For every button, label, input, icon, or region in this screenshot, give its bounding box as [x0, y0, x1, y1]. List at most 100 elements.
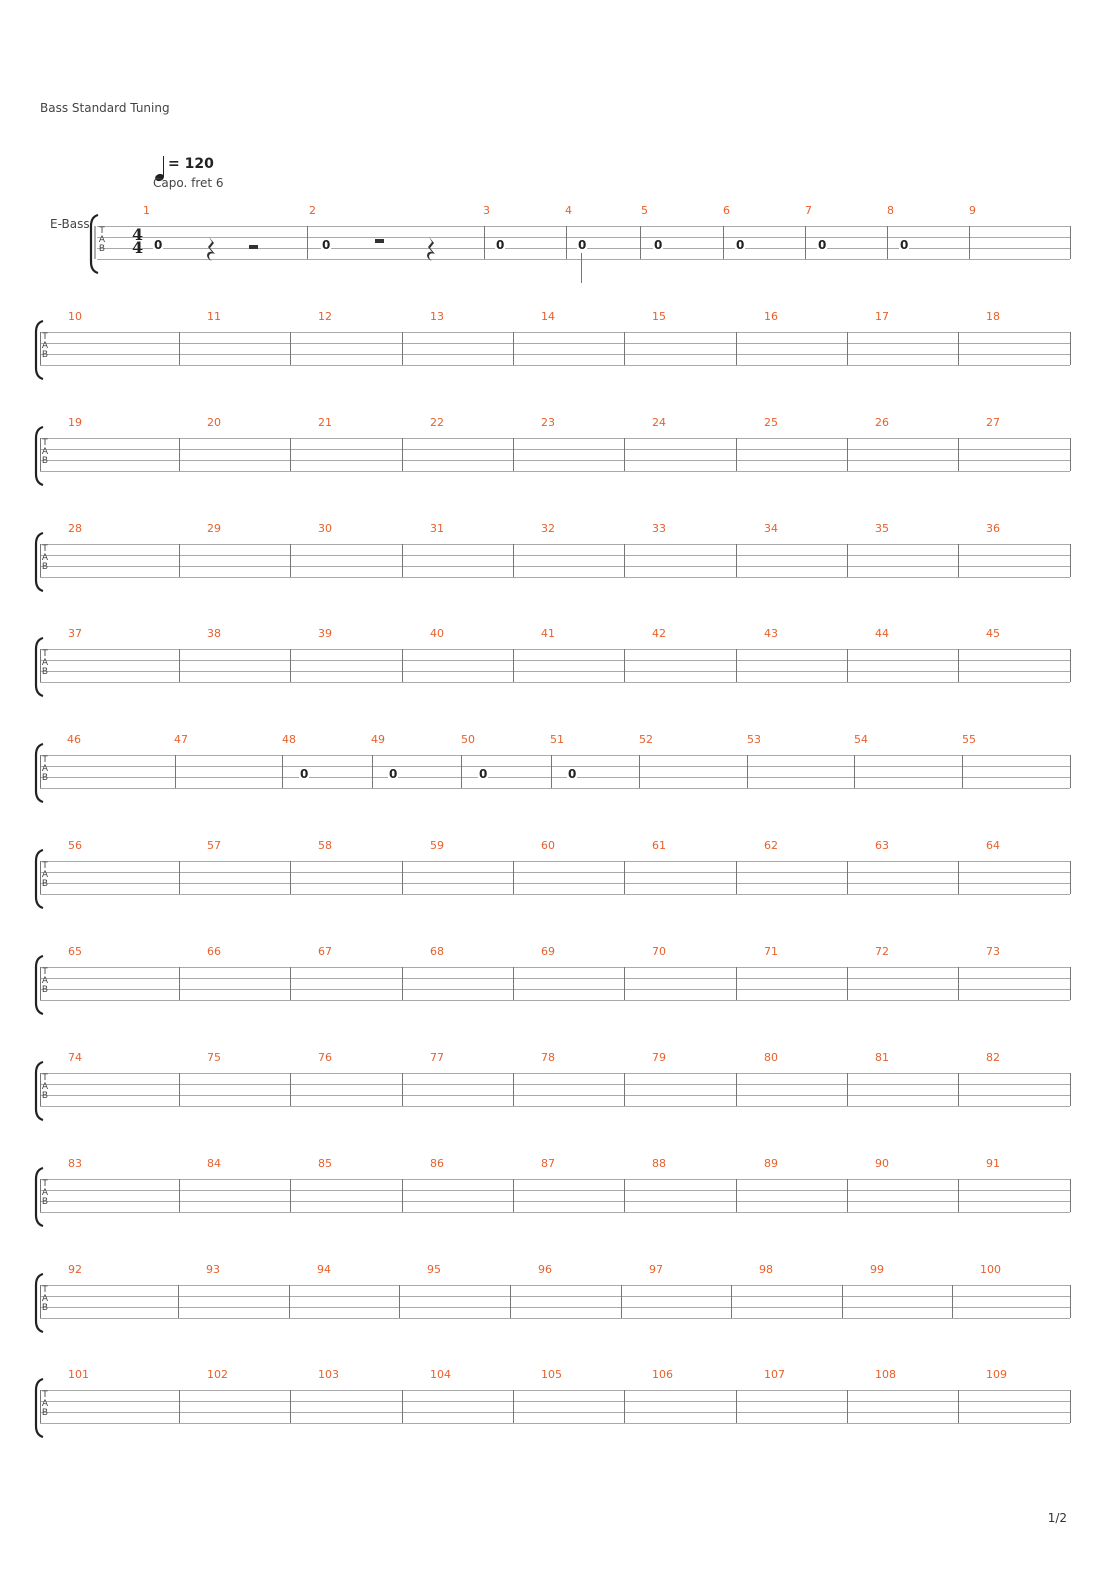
barline	[847, 649, 848, 682]
barline	[40, 649, 41, 682]
measure-number: 58	[318, 839, 332, 852]
barline	[513, 438, 514, 471]
measure-number: 35	[875, 522, 889, 535]
staff-line	[40, 978, 1070, 979]
staff-line	[40, 343, 1070, 344]
barline	[1070, 1179, 1071, 1212]
barline	[402, 967, 403, 1000]
barline	[40, 438, 41, 471]
measure-number: 15	[652, 310, 666, 323]
tab-clef-letter: T	[99, 226, 105, 236]
measure-number: 18	[986, 310, 1000, 323]
barline	[513, 332, 514, 365]
staff-line	[40, 1423, 1070, 1424]
barline	[847, 967, 848, 1000]
staff-line	[97, 237, 1070, 238]
measure-number: 56	[68, 839, 82, 852]
time-sig-top: 4	[132, 225, 144, 244]
barline	[1070, 1390, 1071, 1423]
barline	[887, 226, 888, 259]
barline	[513, 1073, 514, 1106]
staff-line	[40, 649, 1070, 650]
staff-line	[40, 1212, 1070, 1213]
tab-clef-letter: A	[41, 1399, 49, 1409]
staff-line	[40, 1412, 1070, 1413]
barline	[805, 226, 806, 259]
staff-line	[40, 566, 1070, 567]
tab-clef-letter: B	[41, 667, 49, 677]
barline	[290, 1390, 291, 1423]
barline	[551, 755, 552, 788]
measure-number: 46	[67, 733, 81, 746]
barline	[179, 1179, 180, 1212]
system-brace	[33, 637, 47, 697]
staff-line	[40, 989, 1070, 990]
measure-number: 5	[641, 204, 648, 217]
measure-number: 29	[207, 522, 221, 535]
tab-clef-letter: T	[42, 1179, 48, 1189]
barline	[40, 755, 41, 788]
staff-line	[40, 1179, 1070, 1180]
barline	[621, 1285, 622, 1318]
fret-number: 0	[817, 238, 828, 252]
barline	[290, 544, 291, 577]
tab-clef-letter: B	[41, 350, 49, 360]
measure-number: 105	[541, 1368, 562, 1381]
measure-number: 22	[430, 416, 444, 429]
barline	[510, 1285, 511, 1318]
fret-number: 0	[495, 238, 506, 252]
staff-line	[97, 259, 1070, 260]
barline	[736, 544, 737, 577]
barline	[1070, 1285, 1071, 1318]
measure-number: 87	[541, 1157, 555, 1170]
staff-line	[40, 544, 1070, 545]
measure-number: 32	[541, 522, 555, 535]
measure-number: 36	[986, 522, 1000, 535]
barline	[1070, 332, 1071, 365]
barline	[40, 1073, 41, 1106]
staff-line	[40, 1307, 1070, 1308]
system-brace	[33, 1061, 47, 1121]
barline	[179, 1073, 180, 1106]
barline	[639, 755, 640, 788]
tab-clef-letter: T	[42, 649, 48, 659]
barline	[290, 861, 291, 894]
staff-line	[40, 967, 1070, 968]
barline	[624, 332, 625, 365]
measure-number: 88	[652, 1157, 666, 1170]
measure-number: 39	[318, 627, 332, 640]
barline	[1070, 861, 1071, 894]
barline	[958, 1390, 959, 1423]
barline	[736, 438, 737, 471]
measure-number: 37	[68, 627, 82, 640]
tab-staff	[40, 1285, 1070, 1319]
measure-number: 84	[207, 1157, 221, 1170]
capo-label: Capo. fret 6	[153, 176, 224, 190]
measure-number: 23	[541, 416, 555, 429]
tab-clef-letter: B	[41, 1303, 49, 1313]
tab-clef-letter: B	[41, 985, 49, 995]
measure-number: 12	[318, 310, 332, 323]
fret-number: 0	[653, 238, 664, 252]
barline	[402, 544, 403, 577]
tab-staff	[40, 438, 1070, 472]
measure-number: 75	[207, 1051, 221, 1064]
tab-clef-letter: B	[41, 1197, 49, 1207]
staff-line	[40, 660, 1070, 661]
barline	[290, 1179, 291, 1212]
barline	[179, 649, 180, 682]
tab-staff	[40, 544, 1070, 578]
barline	[958, 332, 959, 365]
barline	[178, 1285, 179, 1318]
barline	[847, 1073, 848, 1106]
tab-clef-letter: T	[42, 438, 48, 448]
staff-line	[40, 460, 1070, 461]
measure-number: 10	[68, 310, 82, 323]
measure-number: 53	[747, 733, 761, 746]
measure-number: 60	[541, 839, 555, 852]
measure-number: 40	[430, 627, 444, 640]
staff-line	[40, 1285, 1070, 1286]
barline	[736, 861, 737, 894]
fret-number: 0	[299, 767, 310, 781]
measure-number: 8	[887, 204, 894, 217]
